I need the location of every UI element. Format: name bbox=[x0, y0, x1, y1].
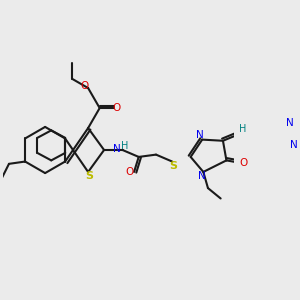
Text: H: H bbox=[121, 141, 128, 151]
Text: O: O bbox=[80, 81, 89, 91]
Text: N: N bbox=[286, 118, 293, 128]
Text: S: S bbox=[85, 171, 93, 181]
Text: S: S bbox=[169, 161, 177, 171]
Text: N: N bbox=[196, 130, 204, 140]
Text: O: O bbox=[113, 103, 121, 113]
Text: N: N bbox=[113, 144, 121, 154]
Text: O: O bbox=[240, 158, 248, 168]
Text: O: O bbox=[126, 167, 134, 177]
Text: N: N bbox=[198, 171, 206, 181]
Text: H: H bbox=[239, 124, 246, 134]
Text: N: N bbox=[290, 140, 298, 150]
